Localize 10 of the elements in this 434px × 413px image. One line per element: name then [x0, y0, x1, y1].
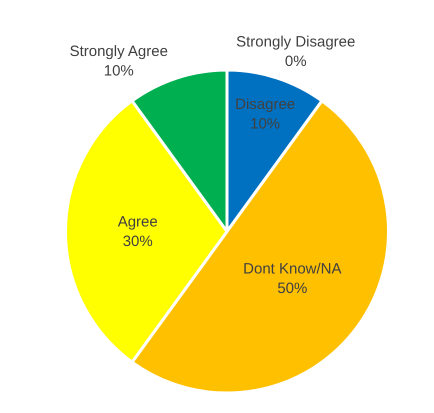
- data-label: 50%: [277, 280, 308, 298]
- text: 0%: [284, 53, 307, 70]
- data-label: 30%: [122, 232, 153, 250]
- category-label: Strongly Disagree: [236, 34, 356, 50]
- slice-label: Strongly Agree: [70, 43, 168, 60]
- slice-label: Dont Know/NA: [243, 260, 342, 278]
- data-label: 10%: [250, 115, 280, 132]
- slice-label: Disagree: [235, 96, 296, 113]
- slice-label: Agree: [118, 213, 158, 230]
- data-label: 10%: [104, 62, 134, 80]
